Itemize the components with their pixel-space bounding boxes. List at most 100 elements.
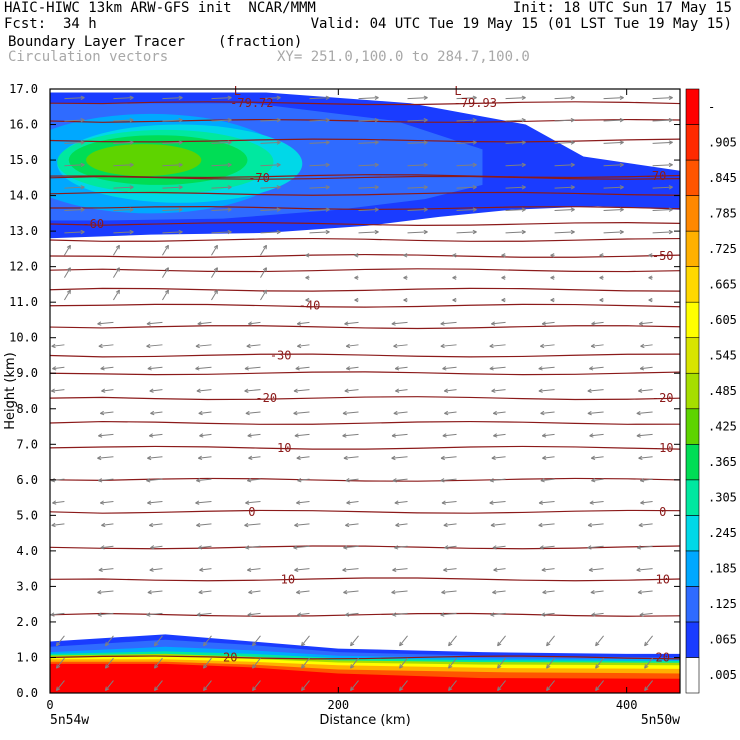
temperature-contour (49, 287, 681, 292)
circulation-vector (541, 612, 555, 617)
circulation-vector (260, 229, 281, 235)
circulation-vector (99, 500, 114, 505)
circulation-vector (492, 410, 506, 416)
circulation-vector (550, 253, 555, 258)
circulation-vector (113, 229, 134, 235)
circulation-vector (211, 289, 218, 301)
circulation-vector (248, 589, 261, 595)
y-tick-label: 8.0 (16, 402, 38, 416)
circulation-vector (587, 522, 604, 528)
circulation-vector (541, 321, 555, 326)
circulation-vector (202, 635, 212, 647)
y-tick-label: 3.0 (16, 579, 38, 593)
contour-label: 20 (223, 650, 237, 664)
circulation-vector (197, 321, 212, 326)
temperature-contour (49, 206, 681, 211)
circulation-vector (542, 455, 555, 460)
y-tick-label: 14.0 (9, 189, 38, 203)
colorbar-swatch (685, 657, 700, 694)
colorbar-label: .785 (708, 206, 737, 220)
circulation-vector (444, 545, 457, 550)
circulation-vector (489, 500, 506, 505)
circulation-vector (394, 366, 408, 371)
circulation-vector (652, 95, 673, 100)
circulation-vector (113, 185, 134, 190)
circulation-vector (538, 388, 555, 393)
circulation-vector (590, 455, 604, 460)
circulation-vector (442, 366, 457, 371)
circulation-vector (546, 635, 555, 647)
cross-section-endpoints: XY= 251.0,100.0 to 284.7,100.0 (277, 49, 530, 65)
circulation-vector (554, 117, 575, 123)
circulation-vector (244, 366, 261, 371)
circulation-vector (344, 321, 359, 326)
circulation-vector (407, 207, 428, 212)
circulation-vector (491, 321, 506, 326)
circulation-vector (456, 162, 477, 168)
circulation-vector (636, 567, 653, 573)
circulation-vector (358, 162, 379, 168)
circulation-vector (550, 275, 555, 280)
circulation-vector (456, 207, 477, 212)
circulation-vector (64, 162, 85, 168)
circulation-vector (440, 478, 457, 483)
temperature-contour (49, 138, 681, 143)
circulation-vector (599, 297, 604, 303)
circulation-vector (309, 117, 330, 123)
contour-label: -10 (652, 441, 674, 455)
plot-border (49, 88, 681, 694)
circulation-vector (343, 455, 359, 461)
circulation-vector (260, 117, 281, 123)
colorbar-label: .245 (708, 526, 737, 540)
circulation-vector (501, 275, 506, 280)
circulation-vector (639, 612, 653, 617)
circulation-vector (350, 635, 359, 647)
circulation-vector (407, 185, 428, 190)
circulation-vector (247, 612, 261, 617)
circulation-vector (101, 522, 114, 528)
circulation-vector (211, 140, 232, 145)
circulation-vector (392, 478, 408, 483)
temperature-contour (49, 477, 681, 482)
circulation-vector (211, 185, 232, 190)
header-title: HAIC-HIWC 13km ARW-GFS init NCAR/MMM (4, 0, 316, 16)
circulation-vector (113, 162, 134, 168)
header-init: Init: 18 UTC Sun 17 May 15 (512, 0, 732, 16)
circulation-vector (637, 590, 653, 595)
circulation-vector (443, 388, 457, 393)
circulation-vector (493, 567, 506, 572)
x-tick-label: 400 (616, 698, 638, 712)
circulation-vector (251, 635, 261, 647)
temperature-contour (49, 237, 681, 242)
circulation-vector (345, 612, 359, 617)
circulation-vector (51, 522, 65, 528)
circulation-vector (162, 244, 169, 256)
circulation-vector (603, 95, 624, 100)
circulation-vector (309, 162, 330, 168)
y-tick-label: 0.0 (16, 686, 38, 700)
circulation-vector (211, 117, 232, 123)
circulation-vector (153, 657, 163, 669)
contour-label: -79.93 (454, 96, 497, 110)
temperature-contour (49, 371, 681, 376)
circulation-vector (505, 117, 526, 123)
circulation-vector (113, 207, 134, 212)
circulation-vector (358, 185, 379, 190)
colorbar-swatch (685, 88, 700, 125)
circulation-vector (98, 433, 114, 438)
temperature-contour (49, 303, 681, 308)
circulation-vector (554, 162, 575, 168)
circulation-vector (104, 680, 114, 692)
circulation-vector (599, 275, 604, 280)
circulation-vector (407, 229, 428, 235)
circulation-vector (595, 680, 604, 692)
circulation-vector (309, 207, 330, 212)
y-tick-label: 15.0 (9, 153, 38, 167)
circulation-vector (97, 590, 114, 595)
circulation-vector (554, 95, 575, 100)
temperature-contour (49, 118, 681, 123)
tracer-plume-core (86, 144, 202, 177)
temperature-contour (49, 101, 681, 106)
circulation-vector (149, 522, 163, 528)
circulation-vector (354, 253, 359, 258)
